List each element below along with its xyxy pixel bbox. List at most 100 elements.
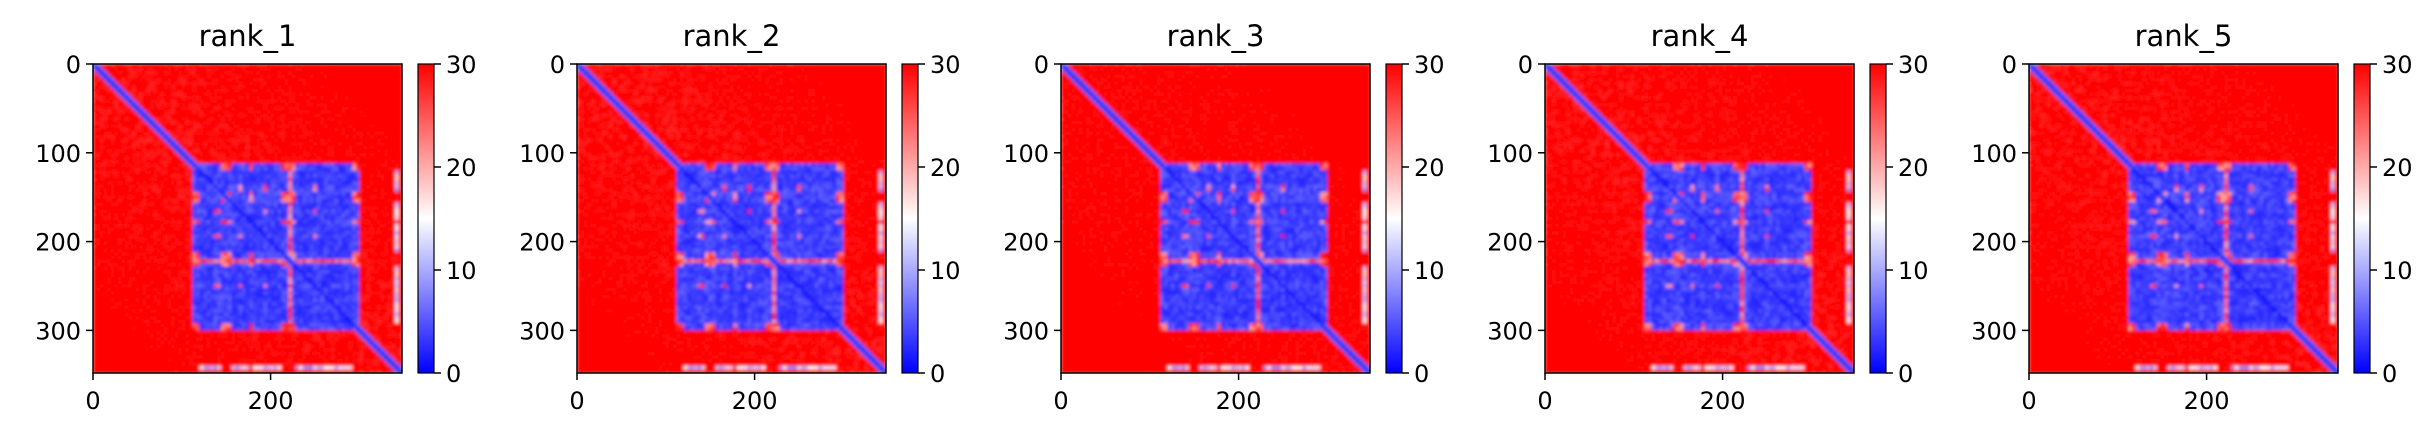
heatmap-cell <box>313 216 318 221</box>
heatmap-cell <box>210 195 215 200</box>
heatmap-cell <box>270 88 275 94</box>
heatmap-cell <box>359 131 364 136</box>
heatmap-cell <box>178 106 183 111</box>
heatmap-cell <box>210 81 215 86</box>
heatmap-cell <box>185 85 190 90</box>
heatmap-cell <box>185 252 190 257</box>
heatmap-cell <box>391 184 396 189</box>
heatmap-cell <box>313 135 318 140</box>
heatmap-cell <box>128 120 133 125</box>
heatmap-cell <box>394 110 400 115</box>
heatmap-cell <box>185 262 190 268</box>
heatmap-cell <box>100 131 105 136</box>
heatmap-cell <box>128 127 133 133</box>
heatmap-cell <box>370 163 375 168</box>
heatmap-cell <box>291 252 297 257</box>
heatmap-cell <box>281 184 286 189</box>
heatmap-cell <box>235 167 240 172</box>
heatmap-cell <box>370 259 375 264</box>
heatmap-cell <box>185 234 190 239</box>
heatmap-cell <box>167 188 172 193</box>
heatmap-cell <box>281 103 286 108</box>
heatmap-cell <box>263 95 268 101</box>
heatmap-cell <box>359 78 364 83</box>
heatmap-cell <box>96 149 101 154</box>
heatmap-cell <box>366 67 371 72</box>
heatmap-cell <box>220 227 226 232</box>
heatmap-cell <box>366 191 371 197</box>
heatmap-cell <box>334 117 339 122</box>
heatmap-cell <box>227 195 233 200</box>
heatmap-cell <box>135 138 140 143</box>
heatmap-cell <box>160 216 165 221</box>
heatmap-cell <box>117 156 123 161</box>
heatmap-cell <box>380 238 385 243</box>
heatmap-cell <box>320 81 325 86</box>
heatmap-cell <box>238 259 243 264</box>
heatmap-cell <box>199 230 204 236</box>
heatmap-cell <box>330 238 336 243</box>
heatmap-cell <box>117 184 123 189</box>
heatmap-cell <box>220 117 226 122</box>
heatmap-cell <box>245 238 250 243</box>
heatmap-cell <box>142 152 147 157</box>
heatmap-cell <box>341 117 346 122</box>
heatmap-cell <box>103 202 108 207</box>
heatmap-cell <box>121 216 126 221</box>
heatmap-cell <box>227 110 233 115</box>
heatmap-cell <box>171 88 176 94</box>
heatmap-cell <box>295 245 300 250</box>
heatmap-cell <box>355 163 360 168</box>
heatmap-cell <box>142 184 147 189</box>
heatmap-cell <box>338 216 343 221</box>
heatmap-cell <box>263 67 268 72</box>
heatmap-cell <box>149 262 154 268</box>
heatmap-cell <box>355 117 360 122</box>
heatmap-cell <box>323 195 329 200</box>
heatmap-cell <box>139 135 144 140</box>
heatmap-cell <box>199 135 204 140</box>
heatmap-cell <box>334 188 339 193</box>
heatmap-cell <box>117 106 123 111</box>
heatmap-cell <box>235 74 240 79</box>
heatmap-cell <box>313 152 318 157</box>
heatmap-cell <box>373 124 378 129</box>
heatmap-cell <box>249 167 254 172</box>
heatmap-cell <box>199 85 204 90</box>
heatmap-cell <box>299 167 304 172</box>
heatmap-cell <box>391 206 396 211</box>
heatmap-cell <box>359 85 364 90</box>
heatmap-cell <box>270 170 275 175</box>
heatmap-cell <box>203 223 208 228</box>
heatmap-cell <box>309 262 314 268</box>
heatmap-cell <box>341 149 346 154</box>
heatmap-cell <box>238 149 243 154</box>
heatmap-cell <box>355 238 360 243</box>
heatmap-cell <box>181 152 186 157</box>
heatmap-cell <box>263 92 268 97</box>
heatmap-cell <box>128 167 133 172</box>
heatmap-cell <box>231 78 236 83</box>
heatmap-cell <box>313 138 318 143</box>
heatmap-cell <box>334 67 339 72</box>
heatmap-cell <box>252 167 257 172</box>
heatmap-cell <box>384 230 389 236</box>
heatmap-cell <box>114 127 119 133</box>
heatmap-cell <box>142 198 147 204</box>
heatmap-cell <box>171 120 176 125</box>
heatmap-cell <box>270 184 275 189</box>
heatmap-cell <box>338 248 343 253</box>
heatmap-cell <box>256 124 261 129</box>
heatmap-cell <box>384 145 389 150</box>
heatmap-cell <box>128 156 133 161</box>
heatmap-cell <box>224 120 229 125</box>
heatmap-cell <box>373 159 378 165</box>
heatmap-cell <box>156 170 162 175</box>
heatmap-cell <box>203 71 208 76</box>
heatmap-cell <box>341 78 346 83</box>
heatmap-cell <box>270 120 275 125</box>
heatmap-cell <box>370 117 375 122</box>
heatmap-cell <box>302 85 307 90</box>
heatmap-cell <box>341 174 346 179</box>
heatmap-cell <box>220 145 226 150</box>
